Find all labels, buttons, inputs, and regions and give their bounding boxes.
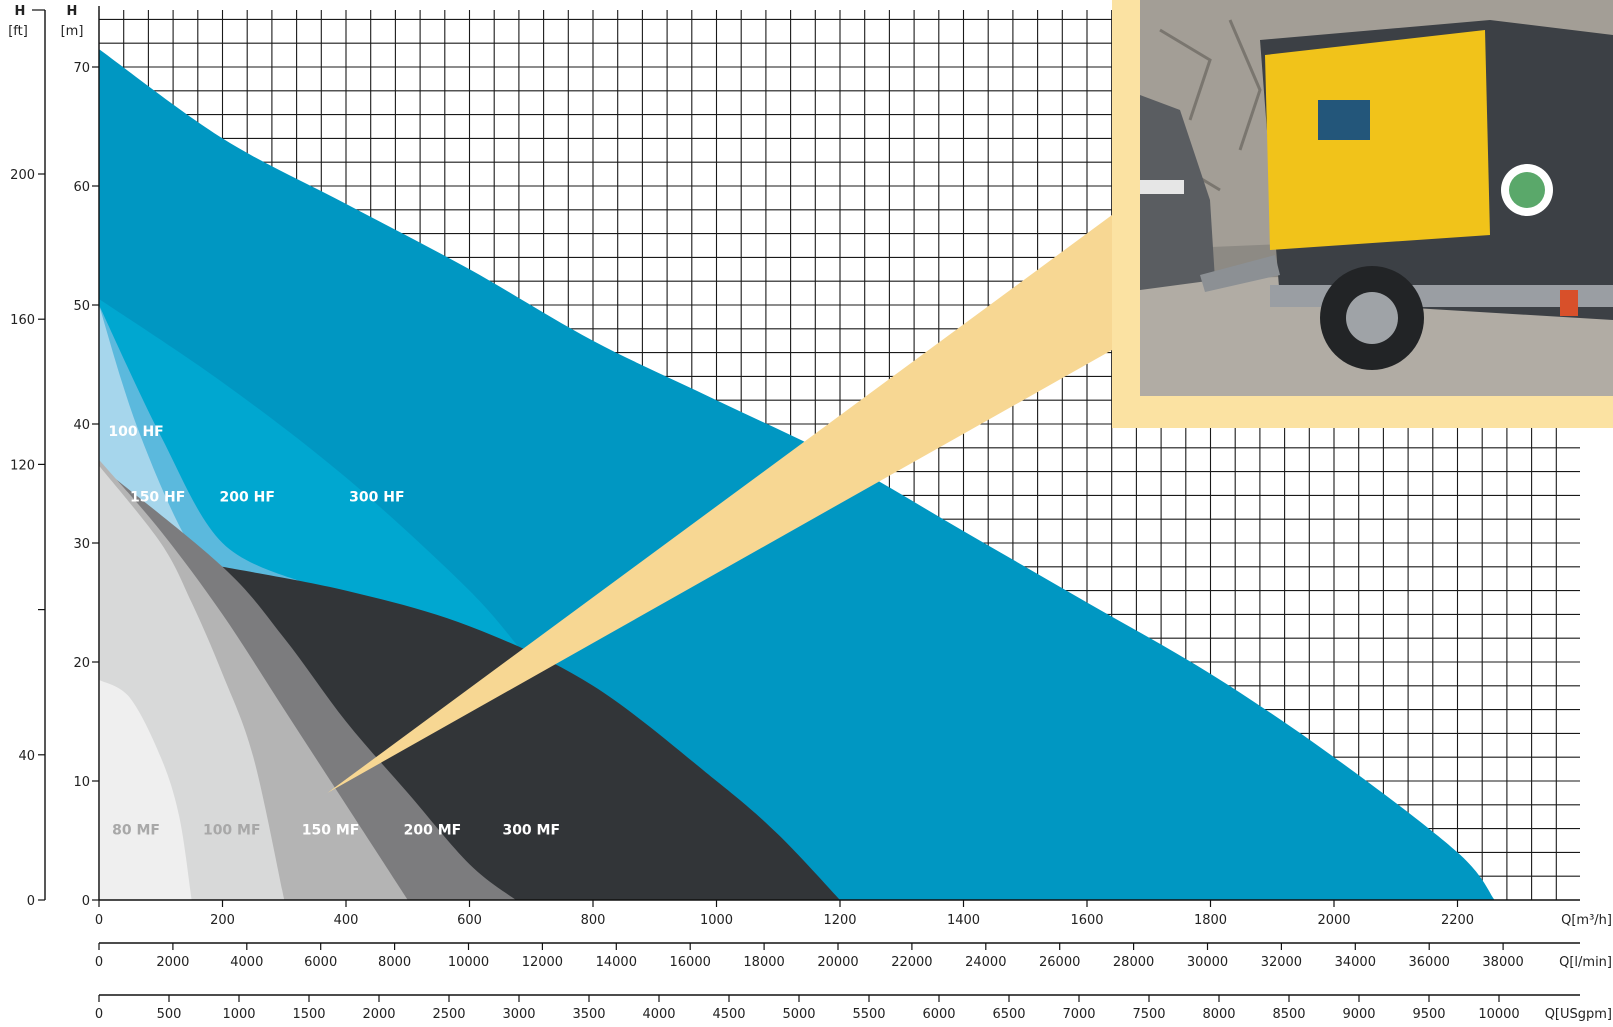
q-lmin-tick-label: 34000 bbox=[1335, 955, 1376, 970]
h-m-axis-unit: [m] bbox=[61, 24, 84, 39]
q-lmin-tick-label: 4000 bbox=[230, 955, 263, 970]
q-usgpm-tick-label: 2500 bbox=[432, 1007, 465, 1022]
q-m3h-tick-label: 2000 bbox=[1317, 913, 1350, 928]
wheel-rim bbox=[1346, 292, 1398, 344]
photo-callout-wedge bbox=[327, 215, 1113, 793]
q-usgpm-tick-label: 6500 bbox=[992, 1007, 1025, 1022]
q-lmin-tick-label: 12000 bbox=[522, 955, 563, 970]
q-usgpm-tick-label: 1500 bbox=[292, 1007, 325, 1022]
h-m-tick-label: 20 bbox=[73, 656, 90, 671]
h-ft-tick-label: 0 bbox=[27, 894, 35, 909]
q-lmin-tick-label: 10000 bbox=[448, 955, 489, 970]
q-lmin-tick-label: 6000 bbox=[304, 955, 337, 970]
q-m3h-tick-label: 1400 bbox=[947, 913, 980, 928]
q-lmin-axis-label: Q[l/min] bbox=[1559, 955, 1612, 970]
q-usgpm-tick-label: 8000 bbox=[1202, 1007, 1235, 1022]
q-usgpm-tick-label: 7000 bbox=[1062, 1007, 1095, 1022]
q-usgpm-tick-label: 5000 bbox=[782, 1007, 815, 1022]
q-m3h-tick-label: 1600 bbox=[1070, 913, 1103, 928]
brand-badge bbox=[1318, 100, 1370, 140]
q-usgpm-tick-label: 4000 bbox=[642, 1007, 675, 1022]
q-lmin-tick-label: 38000 bbox=[1482, 955, 1523, 970]
h-ft-tick-label: 120 bbox=[10, 458, 35, 473]
region-label-300-hf: 300 HF bbox=[349, 489, 404, 505]
q-lmin-tick-label: 30000 bbox=[1187, 955, 1228, 970]
chart-axes: 0 10 20 30 40 50 60 70 H [m] 0 40 120 160 200 H [ft] 0 200… bbox=[8, 4, 1612, 1022]
h-m-axis-label: H bbox=[67, 4, 78, 19]
q-usgpm-tick-label: 500 bbox=[157, 1007, 182, 1022]
license-plate bbox=[1140, 180, 1184, 194]
q-lmin-tick-label: 26000 bbox=[1039, 955, 1080, 970]
h-ft-tick-label: 40 bbox=[18, 749, 35, 764]
q-usgpm-tick-label: 9500 bbox=[1412, 1007, 1445, 1022]
q-usgpm-tick-label: 0 bbox=[95, 1007, 103, 1022]
q-lmin-tick-label: 20000 bbox=[817, 955, 858, 970]
q-lmin-tick-label: 22000 bbox=[891, 955, 932, 970]
q-lmin-tick-label: 32000 bbox=[1261, 955, 1302, 970]
q-lmin-tick-label: 14000 bbox=[596, 955, 637, 970]
h-ft-tick-label: 200 bbox=[10, 168, 35, 183]
q-usgpm-tick-label: 1000 bbox=[222, 1007, 255, 1022]
h-ft-axis-label: H bbox=[15, 4, 26, 19]
region-label-150-mf: 150 MF bbox=[302, 823, 360, 839]
region-label-100-mf: 100 MF bbox=[203, 823, 261, 839]
h-m-tick-label: 60 bbox=[73, 180, 90, 195]
q-usgpm-tick-label: 3000 bbox=[502, 1007, 535, 1022]
region-label-300-mf: 300 MF bbox=[502, 823, 560, 839]
q-usgpm-tick-label: 3500 bbox=[572, 1007, 605, 1022]
q-lmin-tick-label: 28000 bbox=[1113, 955, 1154, 970]
q-lmin-tick-label: 16000 bbox=[670, 955, 711, 970]
q-usgpm-tick-label: 5500 bbox=[852, 1007, 885, 1022]
q-usgpm-tick-label: 6000 bbox=[922, 1007, 955, 1022]
hvo-badge-inner bbox=[1509, 172, 1545, 208]
q-lmin-tick-label: 2000 bbox=[156, 955, 189, 970]
q-m3h-tick-label: 800 bbox=[581, 913, 606, 928]
q-lmin-tick-label: 18000 bbox=[743, 955, 784, 970]
h-m-tick-label: 70 bbox=[73, 61, 90, 76]
q-lmin-tick-label: 36000 bbox=[1409, 955, 1450, 970]
region-label-200-hf: 200 HF bbox=[220, 489, 275, 505]
h-m-tick-label: 0 bbox=[82, 894, 90, 909]
pump-photo bbox=[1112, 0, 1613, 428]
h-ft-axis-unit: [ft] bbox=[8, 24, 28, 39]
q-m3h-tick-label: 1000 bbox=[700, 913, 733, 928]
region-label-200-mf: 200 MF bbox=[404, 823, 462, 839]
h-m-tick-label: 50 bbox=[73, 299, 90, 314]
q-m3h-tick-label: 1800 bbox=[1194, 913, 1227, 928]
region-label-80-mf: 80 MF bbox=[112, 823, 160, 839]
pump-canopy-yellow bbox=[1265, 30, 1490, 250]
region-labels: 300 HF 200 HF 150 HF 100 HF 300 MF 200 MF 150 … bbox=[108, 424, 560, 839]
q-usgpm-tick-label: 4500 bbox=[712, 1007, 745, 1022]
tail-light bbox=[1560, 290, 1578, 316]
q-m3h-tick-label: 0 bbox=[95, 913, 103, 928]
tow-bar bbox=[1200, 255, 1280, 292]
q-usgpm-tick-label: 10000 bbox=[1478, 1007, 1519, 1022]
q-m3h-tick-label: 400 bbox=[334, 913, 359, 928]
h-m-tick-label: 30 bbox=[73, 537, 90, 552]
q-usgpm-tick-label: 9000 bbox=[1342, 1007, 1375, 1022]
q-usgpm-tick-label: 8500 bbox=[1272, 1007, 1305, 1022]
region-label-100-hf: 100 HF bbox=[108, 424, 163, 440]
h-ft-tick-label: 160 bbox=[10, 313, 35, 328]
q-m3h-tick-label: 2200 bbox=[1441, 913, 1474, 928]
q-usgpm-axis-label: Q[USgpm] bbox=[1545, 1007, 1612, 1022]
q-m3h-tick-label: 600 bbox=[457, 913, 482, 928]
q-usgpm-tick-label: 2000 bbox=[362, 1007, 395, 1022]
h-m-tick-label: 40 bbox=[73, 418, 90, 433]
region-label-150-hf: 150 HF bbox=[130, 489, 185, 505]
region-80-mf bbox=[99, 679, 192, 900]
q-lmin-tick-label: 0 bbox=[95, 955, 103, 970]
q-m3h-axis-label: Q[m³/h] bbox=[1561, 913, 1612, 928]
q-usgpm-tick-label: 7500 bbox=[1132, 1007, 1165, 1022]
h-m-tick-label: 10 bbox=[73, 775, 90, 790]
q-lmin-tick-label: 8000 bbox=[378, 955, 411, 970]
q-lmin-tick-label: 24000 bbox=[965, 955, 1006, 970]
q-m3h-tick-label: 1200 bbox=[823, 913, 856, 928]
q-m3h-tick-label: 200 bbox=[210, 913, 235, 928]
